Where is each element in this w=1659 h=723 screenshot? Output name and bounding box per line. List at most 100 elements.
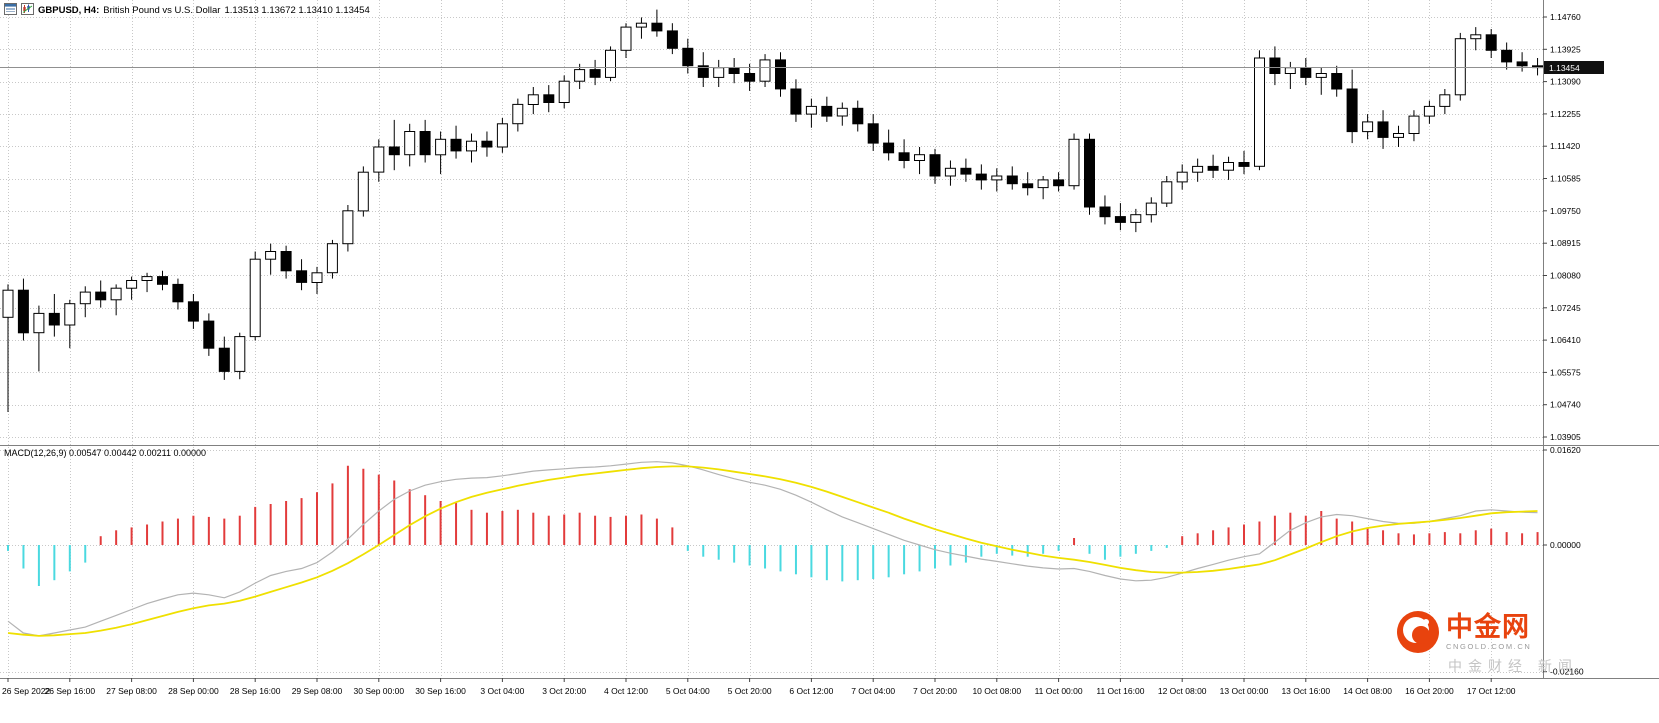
bull-candle (1423, 105, 1435, 117)
price-axis-label: 1.06410 (1550, 335, 1581, 345)
price-axis-label: 1.14760 (1550, 12, 1581, 22)
bull-candle (512, 103, 524, 125)
price-axis-label: 1.05575 (1550, 367, 1581, 377)
bear-candle (1485, 34, 1497, 51)
bear-candle (1501, 49, 1513, 63)
bull-candle (1362, 121, 1374, 133)
bear-candle (1377, 121, 1389, 138)
price-axis-label: 1.13925 (1550, 44, 1581, 54)
bear-candle (419, 131, 431, 156)
time-axis-label: 26 Sep 16:00 (45, 686, 96, 696)
bull-candle (357, 171, 369, 212)
bull-candle (33, 312, 45, 334)
bull-candle (326, 243, 338, 274)
candlestick-series (0, 9, 1543, 412)
price-axis-label: 1.12255 (1550, 109, 1581, 119)
bull-candle (373, 146, 385, 173)
time-axis-label: 3 Oct 04:00 (480, 686, 524, 696)
price-axis-label: 1.08080 (1550, 271, 1581, 281)
chart-header: GBPUSD, H4: British Pound vs U.S. Dollar… (4, 3, 370, 18)
bull-candle (527, 94, 539, 106)
bull-candle (265, 251, 277, 260)
bull-candle (1037, 179, 1049, 189)
bear-candle (666, 30, 678, 49)
bear-candle (975, 173, 987, 181)
macd-signal-line (7, 465, 1538, 637)
symbol-description: British Pound vs U.S. Dollar (103, 5, 221, 16)
bear-candle (744, 73, 756, 82)
bull-candle (435, 138, 447, 156)
bull-candle (249, 258, 261, 338)
bull-candle (759, 59, 771, 82)
time-axis-label: 16 Oct 20:00 (1405, 686, 1454, 696)
watermark-brand: 中金网 (1446, 611, 1530, 642)
time-axis-label: 11 Oct 16:00 (1096, 686, 1144, 696)
bear-candle (960, 167, 972, 175)
bear-candle (1516, 61, 1528, 67)
time-axis-label: 5 Oct 20:00 (728, 686, 772, 696)
bull-candle (1254, 57, 1265, 167)
bear-candle (1300, 67, 1312, 78)
price-axis-label: 1.13090 (1550, 77, 1581, 87)
bull-candle (605, 49, 616, 78)
bear-candle (1022, 183, 1034, 189)
axes: 1.14760 1.13925 1.13090 1.12255 1.11420 1.105… (0, 0, 1659, 696)
bear-candle (651, 22, 663, 32)
bull-candle (635, 22, 647, 28)
bull-candle (1145, 202, 1157, 216)
bull-candle (836, 107, 848, 117)
time-axis-label: 6 Oct 12:00 (789, 686, 833, 696)
time-axis-label: 10 Oct 08:00 (972, 686, 1021, 696)
bull-candle (404, 131, 416, 156)
price-axis-label: 1.08915 (1550, 238, 1581, 248)
bear-candle (543, 94, 555, 104)
bear-candle (728, 67, 740, 74)
bull-candle (574, 69, 586, 82)
time-axis-label: 17 Oct 12:00 (1467, 686, 1516, 696)
bear-candle (481, 140, 493, 148)
bull-candle (110, 287, 122, 301)
watermark-tagline: 中金财经 新闻 (1448, 658, 1578, 674)
bull-candle (713, 67, 725, 78)
bear-candle (929, 154, 941, 177)
price-axis-label: 1.11420 (1550, 141, 1580, 151)
cngold-logo-icon (1397, 611, 1439, 653)
macd-axis-label: 0.00000 (1550, 540, 1581, 550)
bear-candle (852, 107, 864, 125)
bull-candle (79, 291, 91, 305)
bear-candle (388, 146, 400, 156)
bear-candle (280, 251, 292, 272)
current-price-badge[interactable] (1544, 61, 1604, 74)
bear-candle (1269, 57, 1281, 74)
bear-candle (682, 47, 694, 67)
bear-candle (1099, 206, 1111, 218)
bull-candle (914, 154, 925, 161)
bull-candle (1439, 94, 1451, 107)
time-axis-label: 29 Sep 08:00 (292, 686, 343, 696)
time-axis-label: 11 Oct 00:00 (1035, 686, 1083, 696)
macd-line (7, 461, 1538, 637)
candlestick-chart-icon[interactable] (21, 3, 34, 18)
bear-candle (172, 283, 184, 303)
bear-candle (203, 320, 215, 349)
time-axis-label: 28 Sep 16:00 (230, 686, 281, 696)
data-window-icon[interactable] (4, 3, 17, 18)
bear-candle (187, 301, 199, 322)
time-axis-label: 28 Sep 00:00 (168, 686, 219, 696)
bull-candle (64, 303, 76, 326)
time-axis-label: 30 Sep 16:00 (415, 686, 466, 696)
price-axis-label: 1.03905 (1550, 432, 1581, 442)
bull-candle (1284, 67, 1296, 74)
bear-candle (296, 270, 308, 283)
bull-candle (1192, 165, 1204, 173)
bull-candle (1068, 138, 1080, 187)
time-axis-label: 26 Sep 2022 (2, 686, 50, 696)
bear-candle (1114, 216, 1126, 223)
bull-candle (1315, 73, 1327, 78)
time-axis-label: 3 Oct 20:00 (542, 686, 586, 696)
bull-candle (805, 105, 817, 115)
time-axis-label: 14 Oct 08:00 (1343, 686, 1392, 696)
bear-candle (157, 276, 168, 285)
